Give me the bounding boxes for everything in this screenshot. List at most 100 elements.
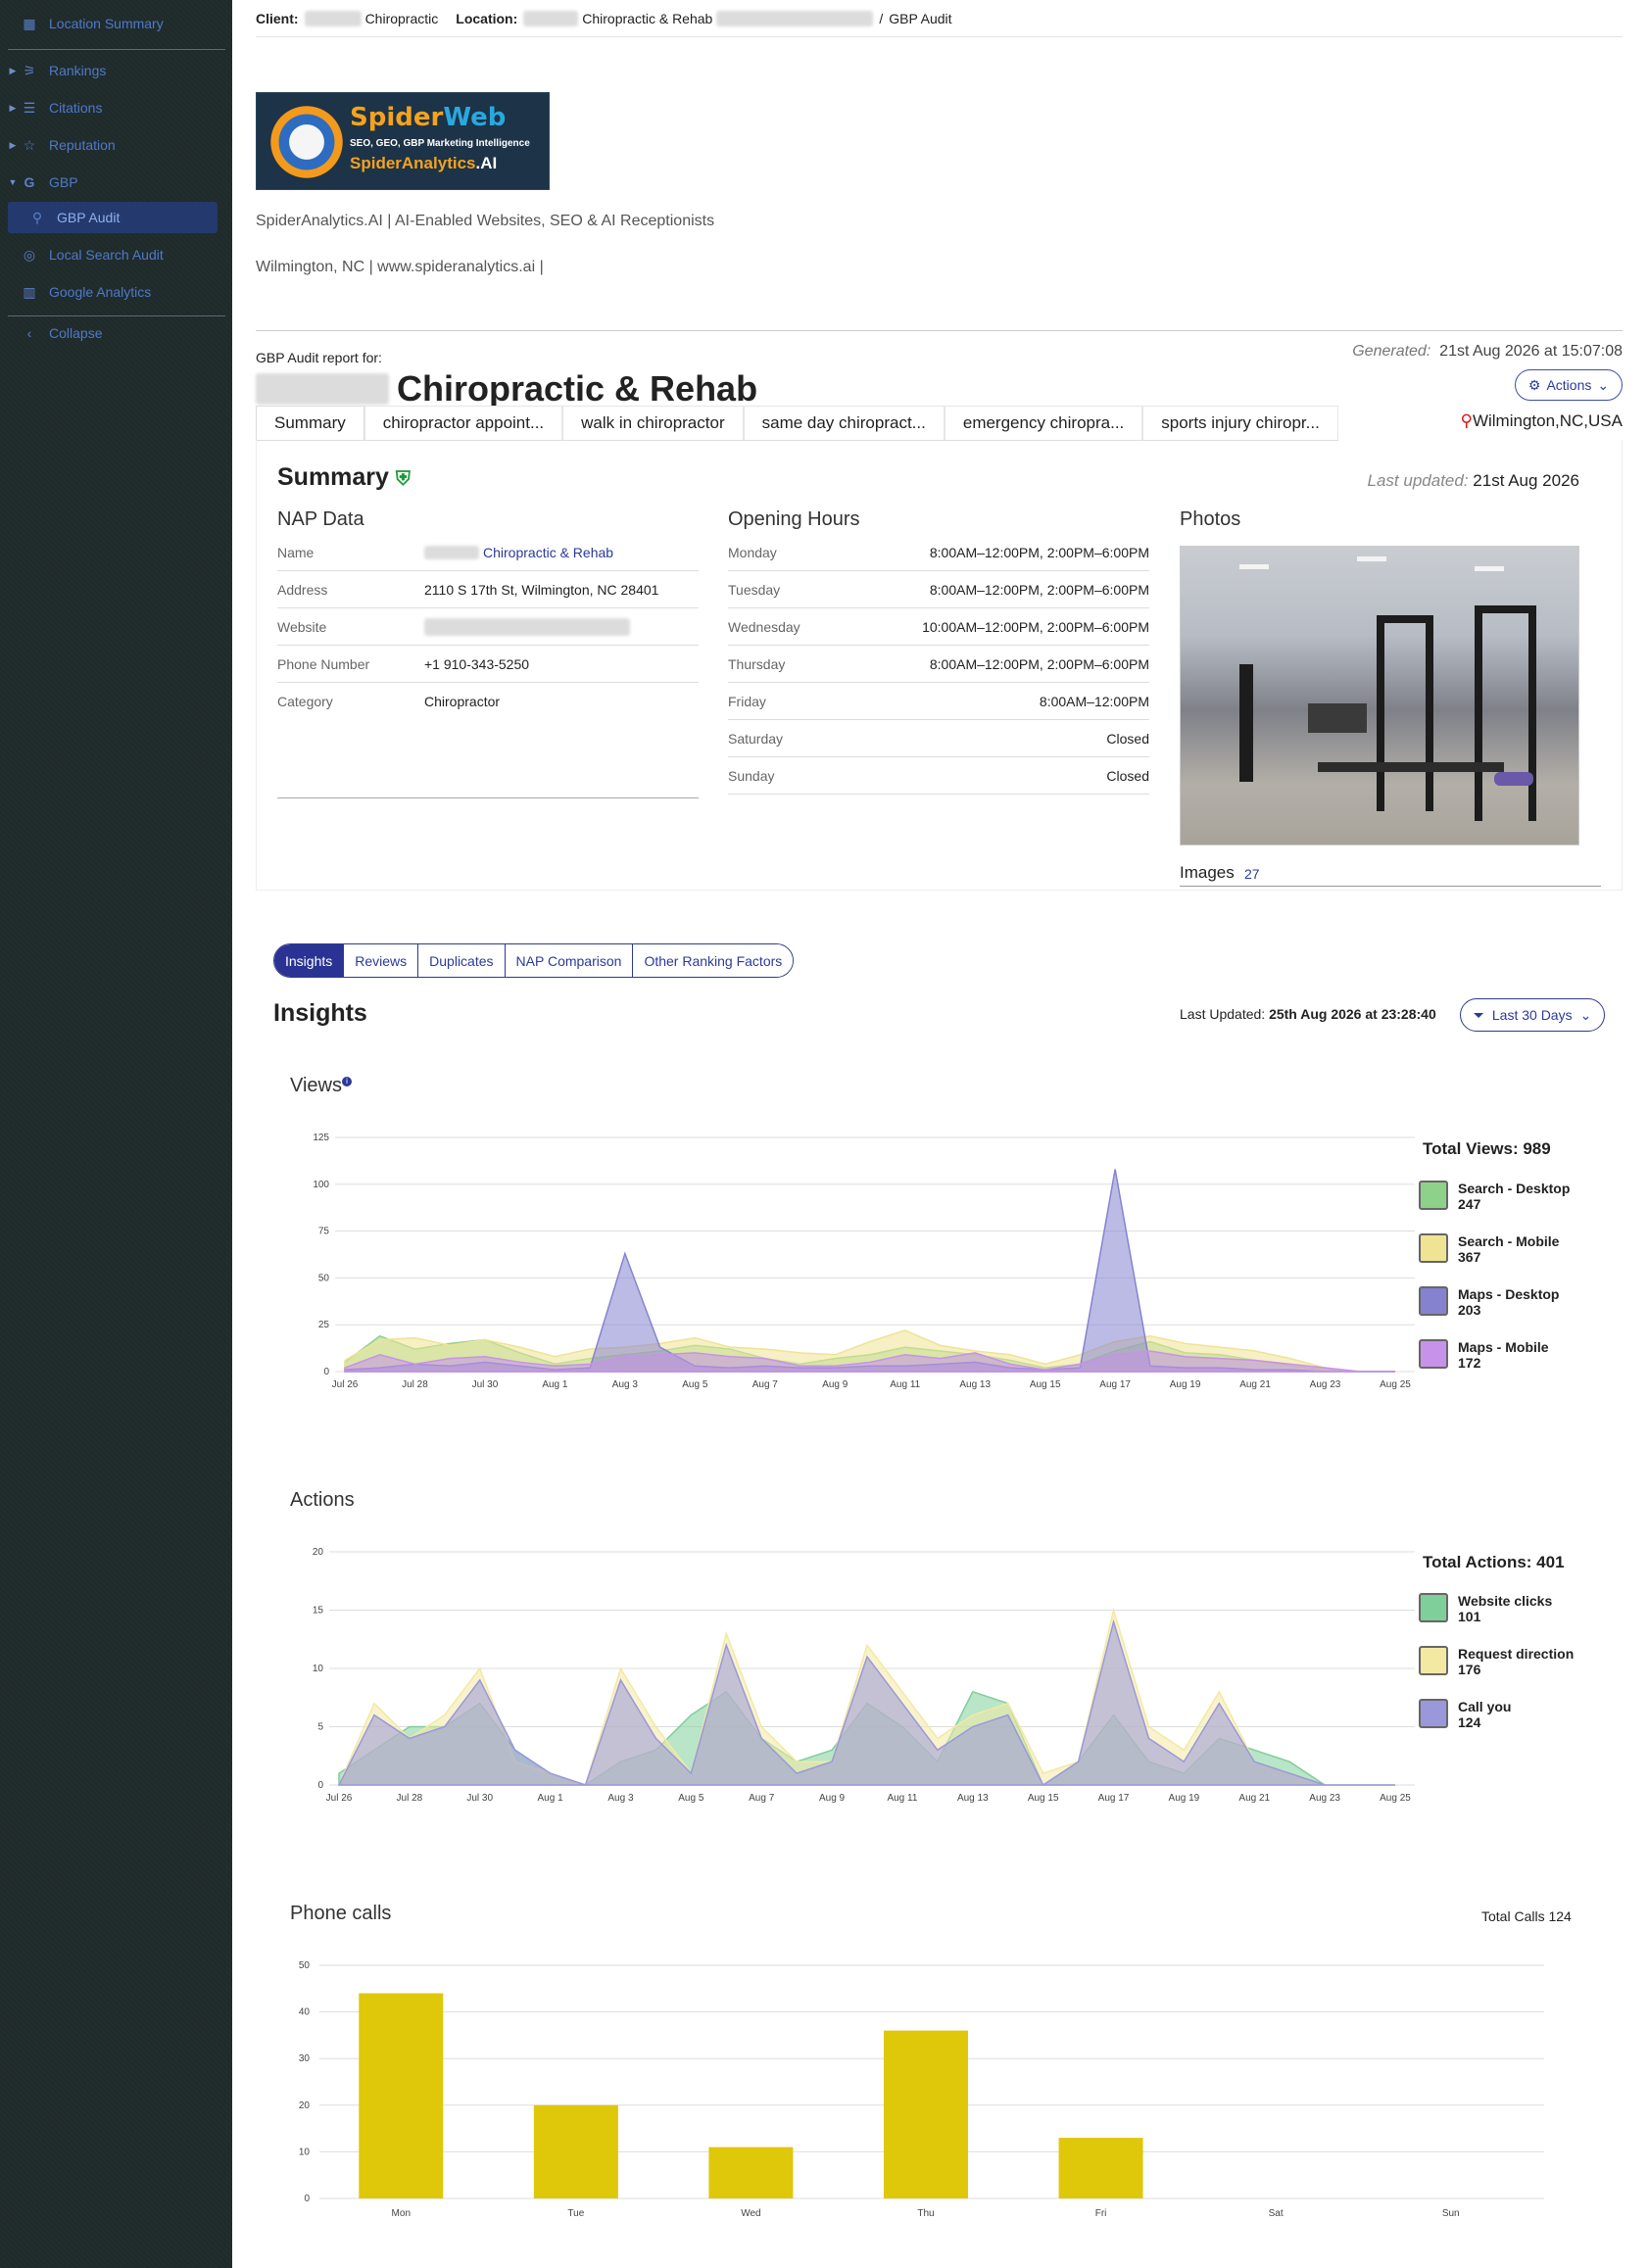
x-tick-label: Sun	[1442, 2208, 1460, 2219]
legend-swatch	[1419, 1233, 1448, 1263]
info-icon[interactable]: i	[342, 1077, 352, 1087]
x-tick-label: Jul 28	[397, 1793, 423, 1804]
y-tick-label: 50	[299, 1960, 311, 1971]
x-tick-label: Aug 15	[1030, 1379, 1061, 1390]
legend-label: Search - Desktop 247	[1458, 1181, 1571, 1212]
y-tick-label: 15	[313, 1606, 324, 1617]
x-tick-label: Jul 30	[472, 1379, 499, 1390]
x-tick-label: Tue	[567, 2208, 584, 2219]
tab-keyword[interactable]: walk in chiropractor	[562, 406, 744, 440]
insights-last-updated: Last Updated: 25th Aug 2026 at 23:28:40	[1180, 1006, 1436, 1022]
hours-title: Opening Hours	[728, 508, 860, 530]
summary-title: Summary ⛨	[277, 463, 411, 491]
caret-down-icon: ▼	[8, 177, 18, 187]
legend-item[interactable]: Search - Mobile 367	[1419, 1233, 1559, 1265]
tab-insights[interactable]: Insights	[274, 944, 345, 977]
tab-nap-comparison[interactable]: NAP Comparison	[505, 944, 634, 977]
keyword-tabs: Summary chiropractor appoint... walk in …	[256, 406, 1338, 441]
tab-duplicates[interactable]: Duplicates	[418, 944, 506, 977]
tab-reviews[interactable]: Reviews	[344, 944, 419, 977]
views-total: Total Views: 989	[1423, 1139, 1551, 1158]
sidebar-item-reputation[interactable]: ▶ ☆ Reputation	[0, 129, 232, 161]
y-tick-label: 20	[313, 1547, 324, 1558]
legend-item[interactable]: Request direction 176	[1419, 1646, 1574, 1677]
tab-summary[interactable]: Summary	[256, 406, 364, 440]
x-tick-label: Jul 28	[402, 1379, 428, 1390]
tab-keyword[interactable]: emergency chiropra...	[944, 406, 1143, 440]
actions-dropdown-button[interactable]: ⚙ Actions ⌄	[1515, 369, 1623, 401]
nap-row: Name Chiropractic & Rehab	[277, 534, 699, 571]
x-tick-label: Aug 25	[1380, 1793, 1411, 1804]
sidebar-item-gbp[interactable]: ▼ G GBP	[0, 167, 232, 198]
x-tick-label: Thu	[917, 2208, 934, 2219]
redacted-text	[424, 545, 479, 559]
tab-keyword[interactable]: chiropractor appoint...	[364, 406, 563, 440]
company-logo: SpiderWeb SEO, GEO, GBP Marketing Intell…	[256, 92, 550, 190]
legend-item[interactable]: Website clicks 101	[1419, 1593, 1552, 1624]
y-tick-label: 10	[299, 2147, 311, 2157]
nap-row: Website	[277, 608, 699, 646]
business-photo[interactable]	[1180, 546, 1579, 845]
sidebar-item-label: GBP	[49, 174, 78, 190]
images-count-link[interactable]: 27	[1244, 866, 1260, 882]
phone-calls-chart-title: Phone calls	[290, 1903, 392, 1924]
sidebar-item-google-analytics[interactable]: ▥ Google Analytics	[0, 276, 232, 308]
sidebar-item-location-summary[interactable]: ▦ Location Summary	[0, 8, 232, 39]
hours-row: Friday 8:00AM–12:00PM	[728, 683, 1149, 720]
tab-keyword[interactable]: sports injury chiropr...	[1142, 406, 1338, 440]
x-tick-label: Aug 7	[749, 1793, 775, 1804]
tab-keyword[interactable]: same day chiropract...	[743, 406, 945, 440]
sidebar-item-local-search-audit[interactable]: ◎ Local Search Audit	[0, 239, 232, 270]
x-tick-label: Aug 23	[1310, 1379, 1341, 1390]
location-value[interactable]: Chiropractic & Rehab	[582, 10, 713, 26]
hours-row: Sunday Closed	[728, 757, 1149, 795]
chevron-down-icon: ⌄	[1579, 1006, 1592, 1023]
client-value[interactable]: Chiropractic	[364, 10, 439, 26]
date-range-dropdown[interactable]: ⏷ Last 30 Days ⌄	[1460, 998, 1605, 1032]
hours-day: Friday	[728, 693, 766, 709]
sidebar-collapse-button[interactable]: ‹ Collapse	[0, 317, 232, 349]
gear-icon: ⚙	[1527, 376, 1541, 393]
business-title: Chiropractic & Rehab	[256, 368, 757, 410]
location-label: ⚲Wilmington,NC,USA	[1460, 411, 1624, 430]
verified-shield-icon: ⛨	[395, 468, 411, 490]
x-tick-label: Aug 23	[1309, 1793, 1340, 1804]
sidebar-item-rankings[interactable]: ▶ ⚞ Rankings	[0, 55, 232, 86]
x-tick-label: Aug 25	[1380, 1379, 1411, 1390]
x-tick-label: Aug 9	[819, 1793, 846, 1804]
phone-calls-total: Total Calls 124	[1481, 1908, 1572, 1924]
sidebar-item-gbp-audit[interactable]: ⚲ GBP Audit	[8, 202, 218, 233]
legend-item[interactable]: Maps - Mobile 172	[1419, 1339, 1549, 1371]
redacted-text	[716, 10, 874, 26]
tab-other-ranking-factors[interactable]: Other Ranking Factors	[633, 944, 794, 977]
x-tick-label: Sat	[1269, 2208, 1284, 2219]
grid-icon: ▦	[23, 15, 36, 31]
x-tick-label: Aug 21	[1239, 1379, 1271, 1390]
sidebar-item-citations[interactable]: ▶ ☰ Citations	[0, 92, 232, 123]
sidebar: ▦ Location Summary ▶ ⚞ Rankings ▶ ☰ Citati…	[0, 0, 232, 2268]
breadcrumb: Client: Chiropractic Location: Chiroprac…	[256, 0, 1623, 37]
x-tick-label: Jul 26	[332, 1379, 359, 1390]
sidebar-divider	[8, 315, 225, 316]
hours-row: Tuesday 8:00AM–12:00PM, 2:00PM–6:00PM	[728, 571, 1149, 608]
x-tick-label: Fri	[1095, 2208, 1107, 2219]
google-icon: G	[24, 174, 35, 190]
legend-item[interactable]: Call you 124	[1419, 1699, 1511, 1730]
legend-item[interactable]: Maps - Desktop 203	[1419, 1286, 1559, 1318]
x-tick-label: Aug 17	[1099, 1379, 1131, 1390]
business-name-link[interactable]: Chiropractic & Rehab	[483, 544, 614, 560]
bar	[708, 2147, 794, 2198]
x-tick-label: Aug 1	[538, 1793, 564, 1804]
bar	[884, 2030, 968, 2198]
legend-item[interactable]: Search - Desktop 247	[1419, 1181, 1570, 1212]
legend-label: Request direction 176	[1458, 1646, 1575, 1677]
hours-value: Closed	[1106, 730, 1149, 747]
audit-icon: ⚲	[31, 209, 43, 225]
legend-swatch	[1419, 1646, 1448, 1675]
x-tick-label: Aug 13	[957, 1793, 989, 1804]
legend-swatch	[1419, 1593, 1448, 1622]
y-tick-label: 25	[318, 1320, 330, 1330]
y-tick-label: 20	[299, 2100, 311, 2111]
series-area	[337, 1618, 1395, 1787]
legend-label: Search - Mobile 367	[1458, 1233, 1560, 1265]
